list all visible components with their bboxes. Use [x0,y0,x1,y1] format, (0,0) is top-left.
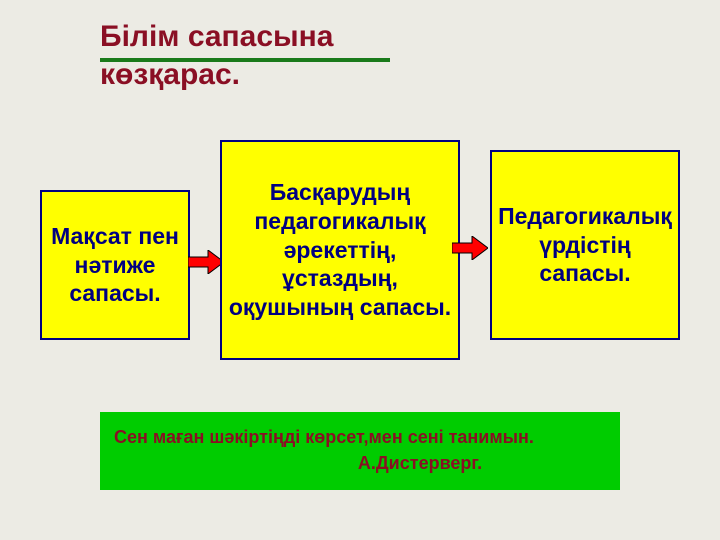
title-line2: көзқарас. [100,58,240,91]
quote-text: Сен маған шәкіртіңді көрсет,мен сені тан… [114,427,534,447]
arrow-2 [452,236,488,260]
box-goal-quality: Мақсат пен нәтиже сапасы. [40,190,190,340]
box-management-quality: Басқарудың педагогикалық әрекеттің, ұста… [220,140,460,360]
arrow-right-icon [188,250,224,274]
page-title: Білім сапасына көзқарас. [100,18,333,93]
quote-block: Сен маған шәкіртіңді көрсет,мен сені тан… [100,412,620,490]
title-underline [100,58,390,62]
title-line1: Білім сапасына [100,20,333,53]
quote-author: А.Дистерверг. [114,450,606,476]
box-process-quality: Педагогикалық үрдістің сапасы. [490,150,680,340]
flow-diagram: Мақсат пен нәтиже сапасы. Басқарудың пед… [40,140,680,380]
arrow-1 [188,250,224,274]
arrow-right-icon [452,236,488,260]
